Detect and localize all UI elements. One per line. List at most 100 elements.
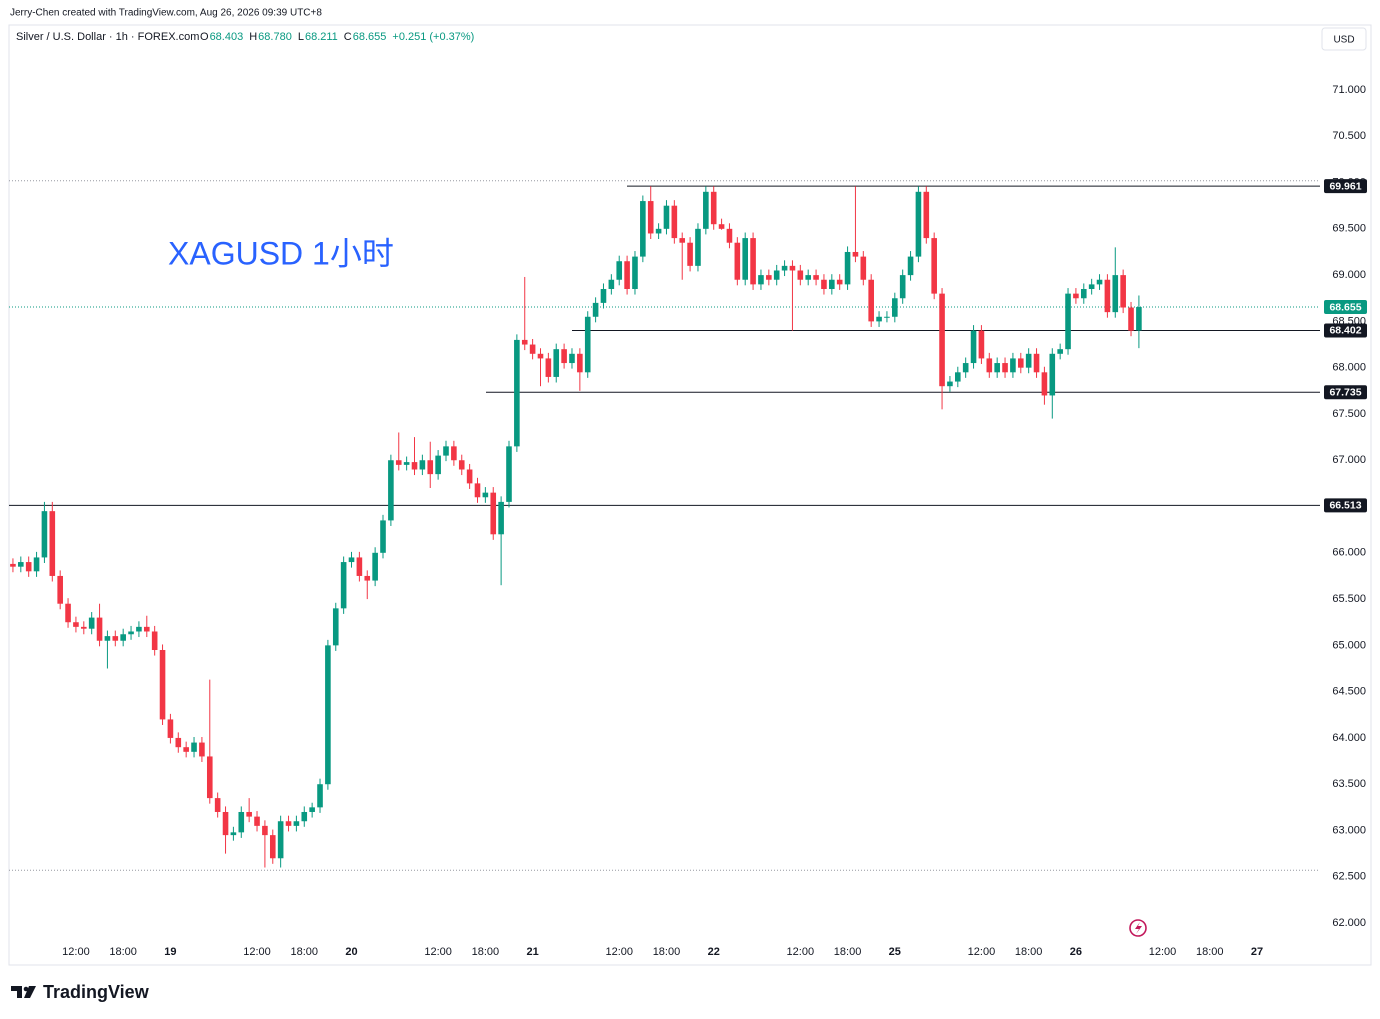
candle-body (766, 275, 772, 280)
y-tick-label: 67.500 (1332, 408, 1366, 420)
price-tag: 66.513 (1329, 500, 1361, 512)
y-tick-label: 67.000 (1332, 454, 1366, 466)
candle-body (419, 460, 426, 470)
candle-body (813, 275, 819, 280)
candle-body (301, 811, 308, 822)
candle-body (758, 275, 764, 285)
x-tick-label: 18:00 (109, 946, 137, 958)
candle-body (529, 344, 536, 354)
y-tick-label: 65.000 (1332, 639, 1366, 651)
candle-body (994, 363, 1000, 373)
x-tick-label: 18:00 (1196, 946, 1224, 958)
candle-body (955, 372, 961, 382)
frame (8, 24, 1372, 966)
candle-body (325, 645, 331, 785)
candle-body (1073, 293, 1079, 299)
candle-body (411, 462, 418, 470)
candle-body (285, 821, 292, 826)
x-tick-label: 12:00 (968, 946, 996, 958)
candle-body (836, 279, 843, 285)
candle-body (1025, 353, 1032, 368)
candle-body (356, 557, 363, 576)
candle-body (947, 381, 953, 387)
candle-body (18, 562, 24, 567)
candle-body (797, 270, 804, 280)
candle-body (143, 626, 150, 632)
currency-box[interactable] (1321, 27, 1367, 51)
candle-body (33, 557, 40, 572)
candle-body (490, 492, 497, 535)
candle-body (238, 811, 245, 833)
x-tick-label: 21 (526, 946, 538, 958)
price-tag-box (1324, 323, 1367, 338)
x-tick-label: 18:00 (1015, 946, 1043, 958)
candle-body (364, 575, 371, 581)
candle-body (923, 191, 930, 239)
candle-body (309, 807, 315, 812)
candle-body (868, 279, 874, 322)
candle-body (317, 784, 323, 808)
candle-body (1080, 288, 1087, 299)
price-tag: 68.655 (1329, 301, 1361, 313)
candle-body (514, 339, 520, 447)
candle-body (269, 835, 276, 859)
candle-body (498, 501, 504, 535)
plot (9, 180, 1320, 871)
candle-body (506, 446, 512, 502)
candle-body (262, 825, 268, 836)
logo-icon (11, 986, 36, 998)
candle-body (1017, 358, 1024, 368)
candle-body (73, 622, 79, 627)
y-tick-label: 70.500 (1332, 130, 1366, 142)
ohlc-legend: O 68.403 H 68.780 L 68.211 C 68.655 +0.251 (+0.3… (200, 31, 474, 43)
candle-body (829, 279, 835, 289)
y-tick-label: 63.500 (1332, 778, 1366, 790)
x-tick-label: 26 (1070, 946, 1082, 958)
candle-body (1096, 279, 1103, 285)
candle-body (1010, 358, 1016, 373)
candle-body (718, 224, 725, 229)
price-tag-box (1324, 385, 1367, 400)
x-tick-label: 25 (889, 946, 901, 958)
candle-body (214, 798, 221, 812)
candle-body (443, 446, 449, 456)
candle-body (907, 256, 914, 276)
candle-body (1057, 349, 1063, 354)
candle-body (175, 737, 182, 748)
x-tick-label: 27 (1251, 946, 1263, 958)
y-tick-label: 64.000 (1332, 732, 1366, 744)
candle-body (647, 201, 654, 234)
candle-body (671, 205, 678, 239)
currency[interactable]: USD (1333, 35, 1354, 46)
candle-body (789, 265, 796, 271)
candle-body (199, 742, 205, 757)
x-tick-label: 12:00 (605, 946, 633, 958)
x-tick-label: 18:00 (472, 946, 500, 958)
candle-body (750, 238, 756, 285)
ohlc-value: 68.780 (258, 31, 292, 43)
candle-body (1002, 363, 1008, 373)
candle-body (624, 261, 630, 289)
x-tick-label: 12:00 (62, 946, 90, 958)
candle-body (545, 358, 552, 377)
candle-body (435, 455, 441, 475)
price-tag-box (1324, 498, 1367, 513)
candle-body (10, 563, 16, 567)
candle-body (104, 636, 111, 641)
y-tick-label: 69.000 (1332, 269, 1366, 281)
candle-body (1041, 372, 1048, 396)
candle-body (88, 617, 95, 629)
candle-body (821, 279, 827, 289)
change: +0.251 (+0.37%) (392, 31, 474, 43)
candle-body (1136, 307, 1142, 331)
candle-body (466, 469, 473, 484)
candle-body (167, 719, 174, 738)
candle-body (584, 316, 591, 373)
candle-body (340, 562, 347, 609)
candle-body (388, 460, 394, 521)
y-tick-label: 63.000 (1332, 824, 1366, 836)
candle-body (805, 275, 811, 280)
candle-body (96, 617, 103, 641)
lightning-icon[interactable] (1129, 919, 1147, 937)
